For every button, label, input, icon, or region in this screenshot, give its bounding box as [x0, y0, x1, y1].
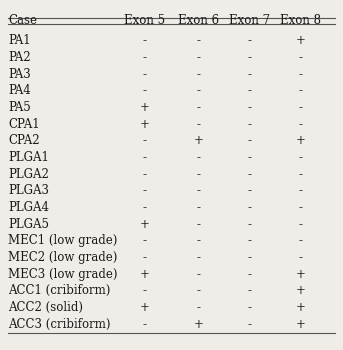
- Text: -: -: [197, 151, 201, 164]
- Text: -: -: [299, 251, 303, 264]
- Text: -: -: [197, 201, 201, 214]
- Text: -: -: [142, 84, 146, 97]
- Text: +: +: [296, 34, 306, 47]
- Text: MEC3 (low grade): MEC3 (low grade): [8, 268, 118, 281]
- Text: -: -: [299, 184, 303, 197]
- Text: +: +: [139, 268, 149, 281]
- Text: +: +: [139, 301, 149, 314]
- Text: PA4: PA4: [8, 84, 31, 97]
- Text: Exon 5: Exon 5: [124, 14, 165, 27]
- Text: +: +: [296, 134, 306, 147]
- Text: -: -: [142, 318, 146, 331]
- Text: -: -: [197, 68, 201, 81]
- Text: -: -: [248, 134, 252, 147]
- Text: +: +: [296, 301, 306, 314]
- Text: -: -: [197, 184, 201, 197]
- Text: PA3: PA3: [8, 68, 31, 81]
- Text: ACC1 (cribiform): ACC1 (cribiform): [8, 284, 110, 298]
- Text: +: +: [194, 318, 204, 331]
- Text: -: -: [248, 118, 252, 131]
- Text: CPA2: CPA2: [8, 134, 40, 147]
- Text: -: -: [197, 34, 201, 47]
- Text: -: -: [248, 68, 252, 81]
- Text: Case: Case: [8, 14, 37, 27]
- Text: -: -: [142, 251, 146, 264]
- Text: -: -: [248, 151, 252, 164]
- Text: -: -: [197, 301, 201, 314]
- Text: PA2: PA2: [8, 51, 31, 64]
- Text: Exon 8: Exon 8: [280, 14, 321, 27]
- Text: -: -: [248, 184, 252, 197]
- Text: -: -: [248, 168, 252, 181]
- Text: PLGA5: PLGA5: [8, 218, 49, 231]
- Text: PA1: PA1: [8, 34, 31, 47]
- Text: -: -: [248, 284, 252, 298]
- Text: -: -: [142, 284, 146, 298]
- Text: -: -: [197, 101, 201, 114]
- Text: PLGA4: PLGA4: [8, 201, 49, 214]
- Text: -: -: [248, 251, 252, 264]
- Text: -: -: [299, 51, 303, 64]
- Text: -: -: [248, 34, 252, 47]
- Text: -: -: [197, 268, 201, 281]
- Text: -: -: [197, 84, 201, 97]
- Text: -: -: [299, 201, 303, 214]
- Text: -: -: [248, 218, 252, 231]
- Text: -: -: [197, 284, 201, 298]
- Text: -: -: [248, 318, 252, 331]
- Text: -: -: [197, 168, 201, 181]
- Text: -: -: [197, 51, 201, 64]
- Text: MEC1 (low grade): MEC1 (low grade): [8, 234, 118, 247]
- Text: Exon 6: Exon 6: [178, 14, 219, 27]
- Text: -: -: [299, 118, 303, 131]
- Text: -: -: [197, 234, 201, 247]
- Text: -: -: [197, 118, 201, 131]
- Text: -: -: [299, 168, 303, 181]
- Text: -: -: [142, 134, 146, 147]
- Text: +: +: [139, 218, 149, 231]
- Text: +: +: [296, 318, 306, 331]
- Text: PA5: PA5: [8, 101, 31, 114]
- Text: PLGA3: PLGA3: [8, 184, 49, 197]
- Text: -: -: [299, 234, 303, 247]
- Text: -: -: [142, 168, 146, 181]
- Text: -: -: [299, 68, 303, 81]
- Text: +: +: [296, 284, 306, 298]
- Text: +: +: [194, 134, 204, 147]
- Text: -: -: [299, 151, 303, 164]
- Text: -: -: [299, 84, 303, 97]
- Text: -: -: [248, 51, 252, 64]
- Text: -: -: [197, 251, 201, 264]
- Text: -: -: [142, 234, 146, 247]
- Text: -: -: [248, 201, 252, 214]
- Text: -: -: [248, 301, 252, 314]
- Text: -: -: [142, 34, 146, 47]
- Text: -: -: [142, 151, 146, 164]
- Text: -: -: [142, 51, 146, 64]
- Text: CPA1: CPA1: [8, 118, 40, 131]
- Text: -: -: [142, 184, 146, 197]
- Text: -: -: [248, 101, 252, 114]
- Text: -: -: [248, 234, 252, 247]
- Text: -: -: [248, 268, 252, 281]
- Text: -: -: [248, 84, 252, 97]
- Text: +: +: [139, 118, 149, 131]
- Text: +: +: [139, 101, 149, 114]
- Text: +: +: [296, 268, 306, 281]
- Text: -: -: [142, 201, 146, 214]
- Text: Exon 7: Exon 7: [229, 14, 270, 27]
- Text: MEC2 (low grade): MEC2 (low grade): [8, 251, 118, 264]
- Text: -: -: [197, 218, 201, 231]
- Text: PLGA2: PLGA2: [8, 168, 49, 181]
- Text: -: -: [299, 218, 303, 231]
- Text: PLGA1: PLGA1: [8, 151, 49, 164]
- Text: -: -: [299, 101, 303, 114]
- Text: ACC3 (cribiform): ACC3 (cribiform): [8, 318, 111, 331]
- Text: -: -: [142, 68, 146, 81]
- Text: ACC2 (solid): ACC2 (solid): [8, 301, 83, 314]
